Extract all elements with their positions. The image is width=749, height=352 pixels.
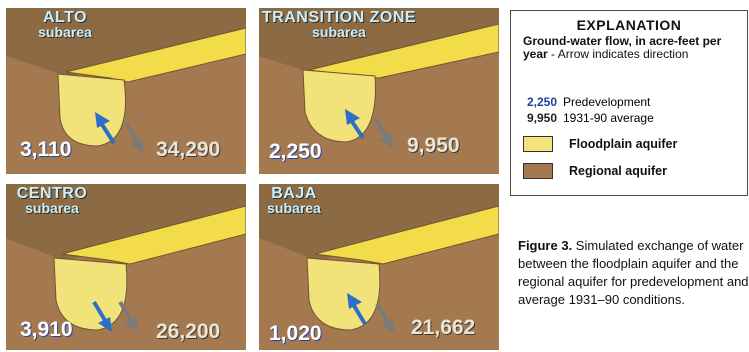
legend-title: EXPLANATION	[576, 17, 682, 33]
predevelopment-value: 3,110	[20, 138, 72, 161]
panel-title: TRANSITION ZONE subarea	[259, 10, 419, 40]
panel-title: CENTRO subarea	[6, 186, 98, 216]
avg-arrow-icon	[375, 302, 395, 334]
pre-arrow-icon	[347, 293, 367, 326]
subarea-name: CENTRO	[16, 185, 88, 202]
caption-text: Simulated exchange of water between the …	[518, 238, 749, 307]
aquifer-cross-section	[6, 184, 246, 350]
flow-units-label: Ground-water flow, in acre-feet per year	[523, 34, 722, 61]
regional-swatch	[523, 163, 553, 179]
pre-arrow-icon	[345, 109, 365, 140]
average-value: 34,290	[156, 138, 221, 161]
legend-avg-label: 1931-90 average	[563, 111, 654, 125]
avg-arrow-icon	[373, 116, 393, 148]
panel-title: ALTO subarea	[6, 10, 124, 40]
predevelopment-value: 2,250	[269, 140, 322, 163]
panel-baja: BAJA subarea 1,020 21,662	[259, 184, 499, 350]
flow-direction-note: - Arrow indicates direction	[547, 47, 689, 61]
predevelopment-value: 3,910	[20, 318, 73, 341]
aquifer-cross-section	[259, 8, 499, 174]
figure-caption: Figure 3. Simulated exchange of water be…	[518, 237, 749, 309]
legend-average: 9,950 1931-90 average	[523, 111, 654, 125]
legend-pre-value: 2,250	[526, 95, 557, 109]
average-value: 21,662	[411, 316, 476, 339]
subarea-name: BAJA	[271, 185, 317, 202]
panel-alto: ALTO subarea 3,110 34,290	[6, 8, 246, 174]
subarea-label: subarea	[25, 200, 79, 216]
average-value: 26,200	[156, 320, 221, 343]
legend-flow-description: Ground-water flow, in acre-feet per year…	[523, 35, 749, 61]
subarea-label: subarea	[267, 200, 321, 216]
aquifer-cross-section	[6, 8, 246, 174]
subarea-label: subarea	[38, 24, 92, 40]
predevelopment-value: 1,020	[269, 322, 322, 345]
legend-predevelopment: 2,250 Predevelopment	[523, 95, 650, 109]
panel-title: BAJA subarea	[259, 186, 329, 216]
floodplain-swatch	[523, 136, 553, 152]
pre-arrow-icon	[92, 300, 112, 332]
regional-label: Regional aquifer	[569, 164, 667, 178]
avg-arrow-icon	[118, 300, 138, 332]
legend-avg-value: 9,950	[526, 111, 557, 125]
aquifer-cross-section	[259, 184, 499, 350]
subarea-name: TRANSITION ZONE	[261, 9, 417, 26]
panel-centro: CENTRO subarea 3,910 26,200	[6, 184, 246, 350]
panel-transition-zone: TRANSITION ZONE subarea 2,250 9,950	[259, 8, 499, 174]
legend-pre-label: Predevelopment	[563, 95, 651, 109]
average-value: 9,950	[407, 134, 460, 157]
avg-arrow-icon	[124, 121, 144, 153]
subarea-label: subarea	[312, 24, 366, 40]
subarea-name: ALTO	[42, 9, 88, 26]
figure-number: Figure 3.	[518, 238, 573, 253]
explanation-legend: EXPLANATION Ground-water flow, in acre-f…	[510, 10, 748, 196]
floodplain-label: Floodplain aquifer	[569, 137, 678, 151]
pre-arrow-icon	[95, 112, 116, 145]
